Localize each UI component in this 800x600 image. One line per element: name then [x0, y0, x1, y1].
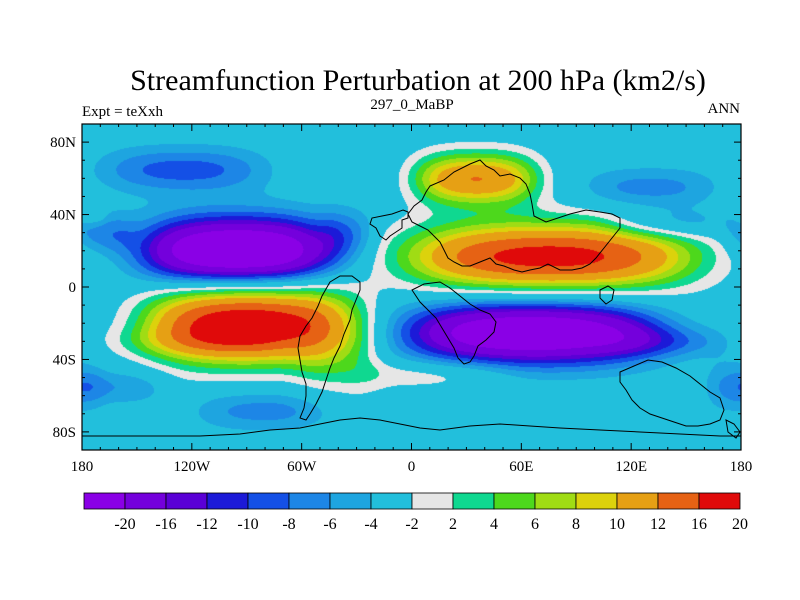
colorbar: -20 -16 -12 -10 -8 -6 -4 -2 2 4 6 8 10 12 16 20 — [83, 492, 748, 533]
colorbar-label: 8 — [572, 516, 580, 533]
x-tick-label: 180 — [730, 459, 753, 475]
colorbar-swatch — [534, 492, 577, 510]
colorbar-swatch — [698, 492, 741, 510]
colorbar-swatch — [370, 492, 413, 510]
x-tick-label: 180 — [71, 459, 94, 475]
colorbar-label: -16 — [155, 516, 176, 533]
chart-title: Streamfunction Perturbation at 200 hPa (… — [130, 64, 706, 97]
colorbar-swatch — [165, 492, 208, 510]
x-tick-label: 60W — [287, 459, 317, 475]
colorbar-label: 12 — [650, 516, 666, 533]
colorbar-swatch — [493, 492, 536, 510]
colorbar-label: -10 — [237, 516, 258, 533]
x-tick-label: 0 — [408, 459, 416, 475]
colorbar-label: 2 — [449, 516, 457, 533]
y-tick-label: 40N — [50, 208, 76, 224]
x-tick-label: 60E — [509, 459, 533, 475]
left-subtitle: Expt = teXxh — [82, 104, 163, 120]
colorbar-label: -4 — [364, 516, 377, 533]
colorbar-swatch — [411, 492, 454, 510]
colorbar-label: -8 — [282, 516, 295, 533]
colorbar-swatch — [247, 492, 290, 510]
colorbar-label: 16 — [691, 516, 707, 533]
y-axis: 80N 40N 0 40S 80S — [50, 123, 741, 451]
contour-field — [82, 124, 741, 450]
colorbar-swatch — [575, 492, 618, 510]
colorbar-label: 6 — [531, 516, 539, 533]
colorbar-swatch — [206, 492, 249, 510]
continent-outlines — [82, 159, 741, 439]
colorbar-label: 10 — [609, 516, 625, 533]
colorbar-swatch — [452, 492, 495, 510]
x-tick-label: 120W — [173, 459, 211, 475]
right-subtitle: ANN — [708, 101, 741, 117]
colorbar-swatch — [124, 492, 167, 510]
colorbar-swatch — [616, 492, 659, 510]
colorbar-label: -2 — [405, 516, 418, 533]
colorbar-swatch — [657, 492, 700, 510]
y-tick-label: 40S — [53, 352, 76, 368]
colorbar-label: 4 — [490, 516, 498, 533]
colorbar-label: -20 — [114, 516, 135, 533]
colorbar-swatch — [288, 492, 331, 510]
x-tick-label: 120E — [615, 459, 647, 475]
y-tick-label: 80S — [53, 425, 76, 441]
x-axis: 180 120W 60W 0 60E 120E 180 — [71, 124, 753, 475]
colorbar-label: -6 — [323, 516, 336, 533]
colorbar-label: 20 — [732, 516, 748, 533]
y-tick-label: 80N — [50, 135, 76, 151]
center-subtitle: 297_0_MaBP — [370, 97, 453, 113]
colorbar-swatch — [329, 492, 372, 510]
y-tick-label: 0 — [69, 280, 77, 296]
colorbar-label: -12 — [196, 516, 217, 533]
colorbar-swatch — [83, 492, 126, 510]
